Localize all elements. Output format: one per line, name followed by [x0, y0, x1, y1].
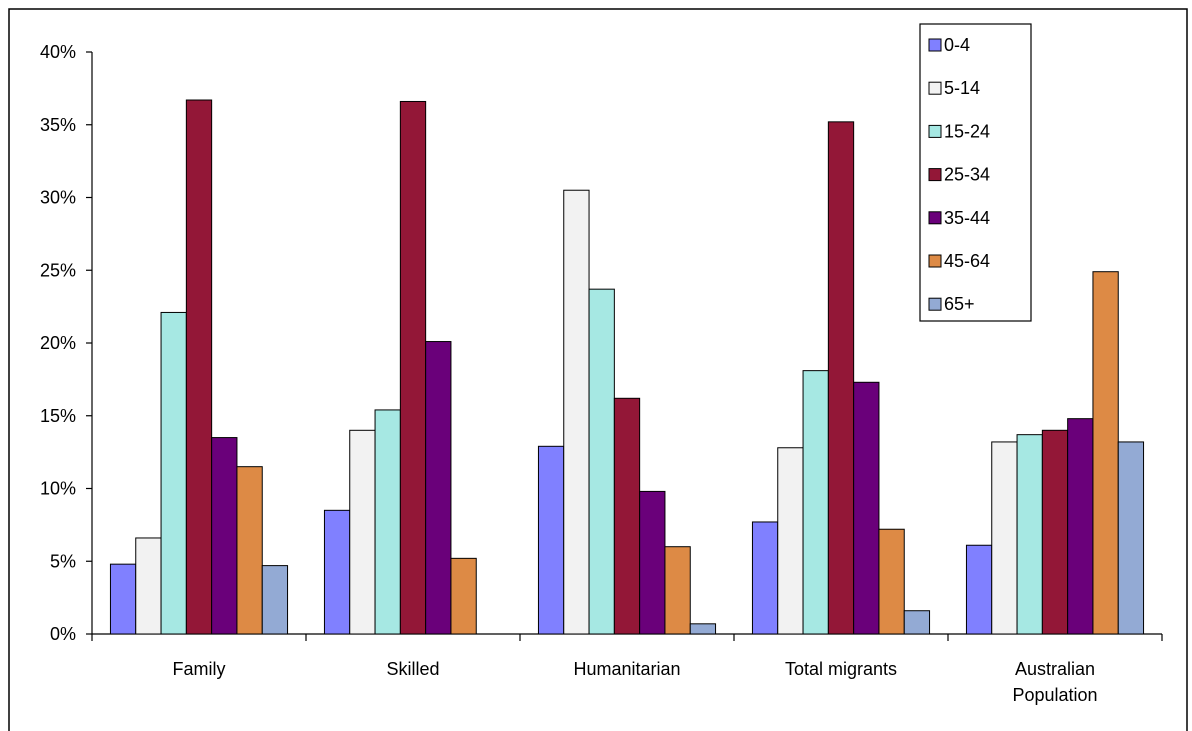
bar-25-34-total-migrants [827, 121, 855, 635]
legend-label: 0-4 [944, 35, 970, 55]
legend: 0-4 5-14 15-24 25-34 35-44 45-64 65+ [919, 23, 1032, 322]
bar-35-44-total-migrants [853, 381, 880, 635]
y-tick-label: 20% [40, 333, 76, 353]
category-label: Family [173, 659, 226, 679]
legend-swatch [928, 254, 942, 268]
legend-swatch [928, 168, 942, 182]
bar-65+-humanitarian [689, 623, 717, 635]
y-tick-label: 40% [40, 42, 76, 62]
bar-25-34-australian-population [1041, 429, 1069, 635]
bar-15-24-australian-population [1016, 434, 1043, 635]
legend-label: 65+ [944, 294, 975, 314]
y-tick-label: 5% [50, 551, 76, 571]
bar-5-14-family [135, 537, 162, 635]
legend-swatch [928, 211, 942, 225]
bar-45-64-humanitarian [664, 546, 691, 635]
bar-0-4-humanitarian [537, 445, 565, 635]
legend-label: 35-44 [944, 208, 990, 228]
legend-swatch [928, 38, 942, 52]
y-tick-label: 10% [40, 479, 76, 499]
category-label: Population [1012, 685, 1097, 705]
legend-swatch [928, 297, 942, 311]
bar-15-24-family [160, 311, 187, 635]
y-tick-label: 25% [40, 260, 76, 280]
bar-5-14-australian-population [991, 441, 1018, 635]
bar-15-24-total-migrants [802, 370, 829, 635]
bar-35-44-australian-population [1067, 418, 1094, 635]
category-label: Skilled [386, 659, 439, 679]
bar-0-4-family [109, 563, 137, 635]
bar-35-44-skilled [425, 341, 452, 635]
bar-45-64-family [236, 466, 263, 635]
bar-35-44-humanitarian [639, 490, 666, 635]
category-label: Total migrants [785, 659, 897, 679]
bar-65+-total-migrants [903, 610, 931, 635]
bars-group [109, 99, 1145, 635]
bar-25-34-family [185, 99, 213, 635]
bar-0-4-total-migrants [751, 521, 779, 635]
legend-label: 15-24 [944, 121, 990, 141]
y-tick-label: 35% [40, 115, 76, 135]
labels-group: Family Skilled Humanitarian Total migrants A… [173, 659, 1098, 705]
bar-25-34-humanitarian [613, 397, 641, 635]
bar-5-14-total-migrants [777, 447, 804, 635]
bar-15-24-skilled [374, 409, 401, 635]
category-label: Humanitarian [573, 659, 680, 679]
bar-45-64-skilled [450, 557, 477, 635]
category-label: Australian [1015, 659, 1095, 679]
y-tick-label: 15% [40, 406, 76, 426]
bar-5-14-skilled [349, 429, 376, 635]
bar-45-64-total-migrants [878, 528, 905, 635]
legend-swatch [928, 81, 942, 95]
legend-label: 5-14 [944, 78, 980, 98]
y-tick-label: 30% [40, 188, 76, 208]
bar-65+-family [261, 565, 289, 635]
bar-35-44-family [211, 437, 238, 635]
bar-15-24-humanitarian [588, 288, 615, 635]
legend-label: 45-64 [944, 251, 990, 271]
bar-0-4-australian-population [965, 544, 993, 635]
bar-65+-australian-population [1117, 441, 1145, 635]
y-tick-label: 0% [50, 624, 76, 644]
legend-swatch [928, 124, 942, 138]
bar-25-34-skilled [399, 100, 427, 635]
bar-0-4-skilled [323, 509, 351, 635]
legend-label: 25-34 [944, 165, 990, 185]
bar-5-14-humanitarian [563, 189, 590, 635]
bar-45-64-australian-population [1092, 271, 1119, 635]
